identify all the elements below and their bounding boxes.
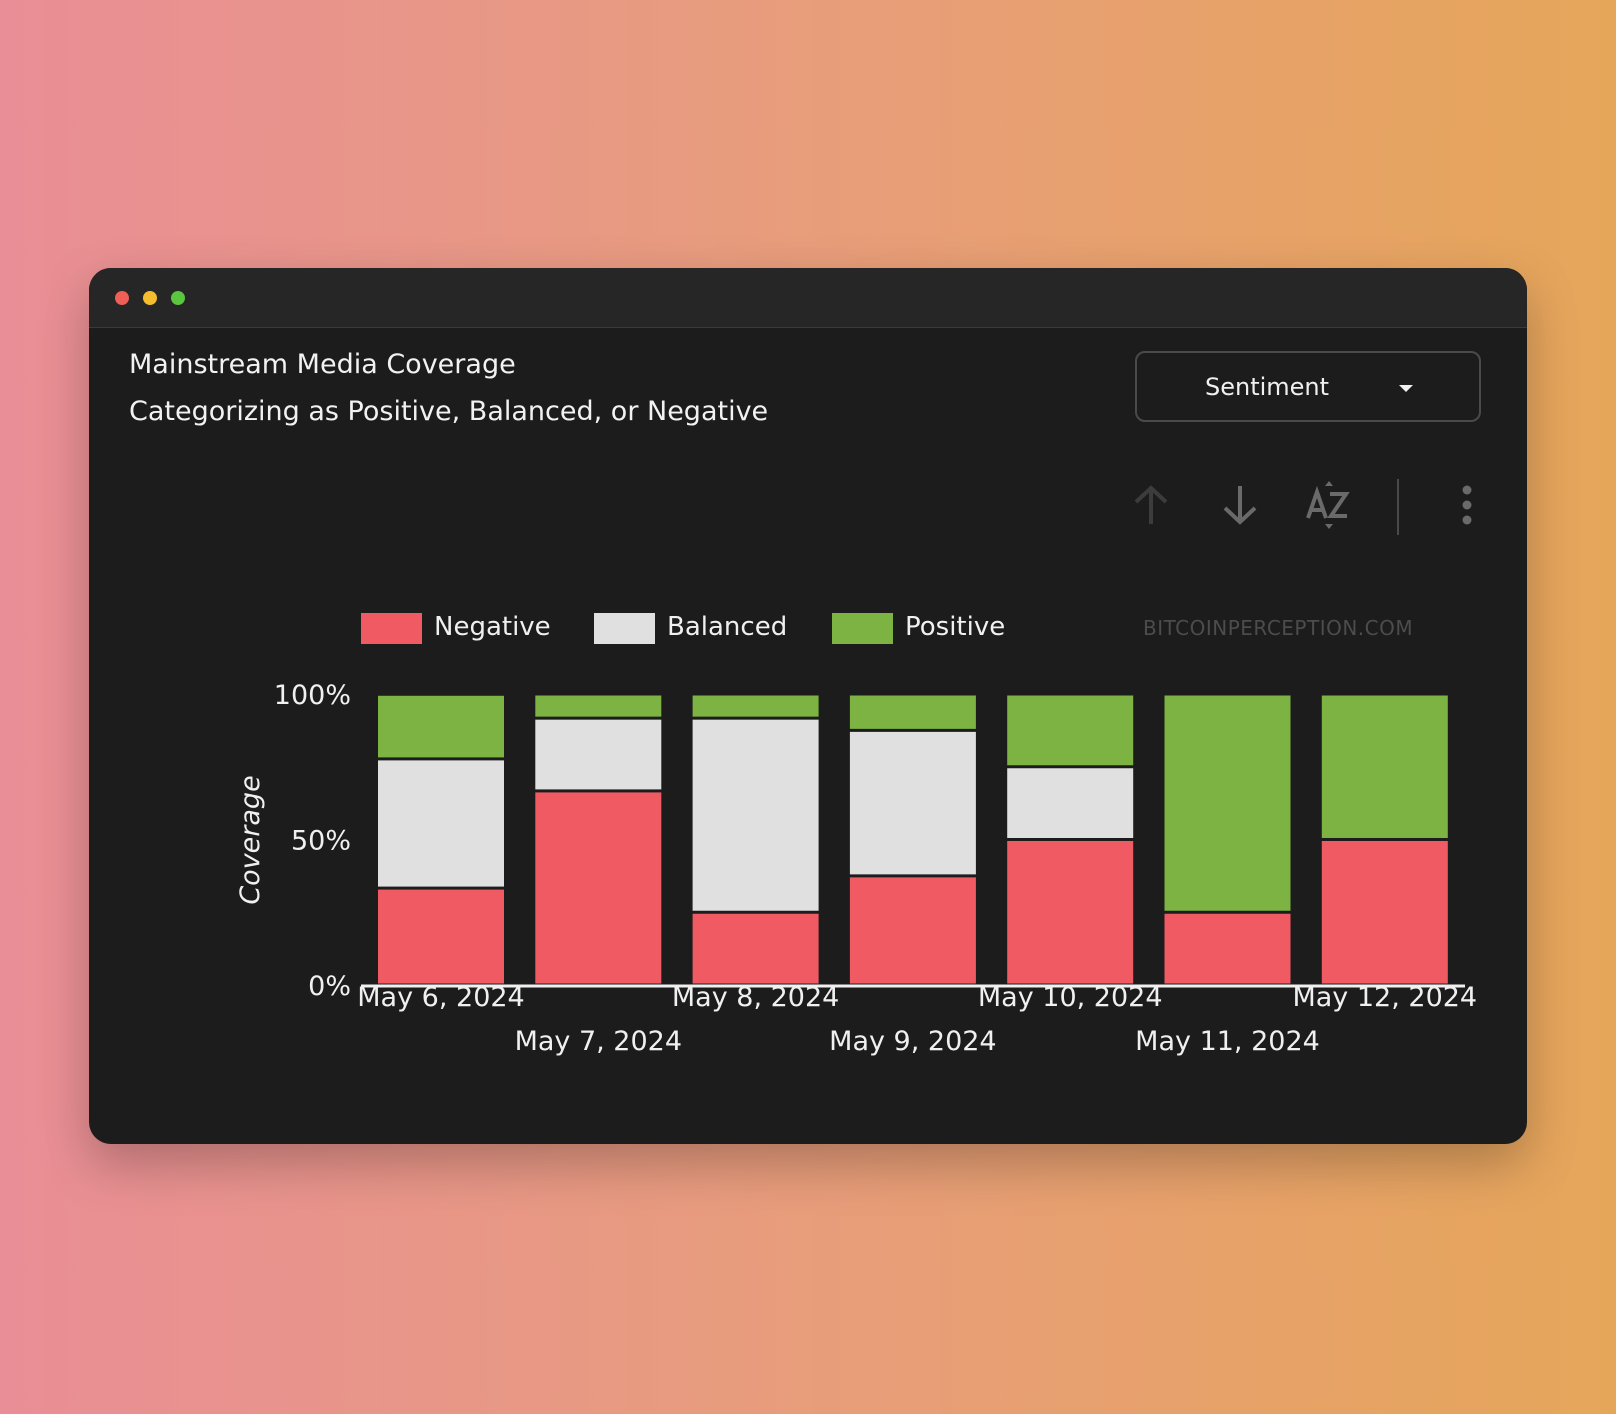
maximize-button[interactable] bbox=[171, 291, 185, 305]
bar-segment-positive bbox=[535, 695, 662, 717]
legend-label-negative: Negative bbox=[434, 612, 551, 642]
bar-segment-negative bbox=[849, 877, 976, 984]
bar-segment-positive bbox=[1164, 695, 1291, 911]
bar-segment-balanced bbox=[378, 760, 504, 887]
legend-swatch-positive bbox=[832, 613, 893, 644]
dropdown-value: Sentiment bbox=[1205, 373, 1330, 401]
caret-down-icon bbox=[1399, 385, 1413, 392]
x-tick-label: May 12, 2024 bbox=[1292, 982, 1477, 1013]
x-tick-label: May 6, 2024 bbox=[357, 982, 524, 1013]
x-tick-label: May 8, 2024 bbox=[672, 982, 839, 1013]
watermark: BITCOINPERCEPTION.COM bbox=[1143, 616, 1414, 640]
bar-segment-balanced bbox=[692, 719, 819, 911]
bar-segment-negative bbox=[1007, 841, 1134, 984]
bar-segment-negative bbox=[1321, 841, 1448, 984]
chart-subtitle: Categorizing as Positive, Balanced, or N… bbox=[129, 396, 769, 427]
minimize-button[interactable] bbox=[143, 291, 157, 305]
bar-segment-balanced bbox=[849, 731, 976, 875]
x-tick-label: May 11, 2024 bbox=[1135, 1026, 1320, 1057]
chart-title: Mainstream Media Coverage bbox=[129, 349, 516, 380]
bar-segment-negative bbox=[692, 913, 819, 984]
bar-segment-positive bbox=[378, 695, 504, 758]
bar-segment-positive bbox=[1007, 695, 1134, 766]
title-bar bbox=[89, 268, 1527, 328]
sort-az-icon[interactable] bbox=[1304, 480, 1354, 530]
arrow-up-icon[interactable] bbox=[1126, 480, 1176, 530]
legend-swatch-balanced bbox=[594, 613, 655, 644]
toolbar-divider bbox=[1397, 479, 1399, 535]
more-vertical-icon[interactable] bbox=[1442, 480, 1492, 530]
y-tick-label: 50% bbox=[291, 826, 351, 857]
bar-segment-positive bbox=[692, 695, 819, 717]
legend-label-balanced: Balanced bbox=[667, 612, 788, 642]
app-window: Mainstream Media Coverage Categorizing a… bbox=[89, 268, 1527, 1144]
x-tick-label: May 9, 2024 bbox=[829, 1026, 996, 1057]
y-tick-label: 0% bbox=[308, 971, 351, 1002]
bar-segment-balanced bbox=[535, 719, 662, 790]
metric-dropdown[interactable]: Sentiment bbox=[1135, 351, 1481, 422]
bar-segment-negative bbox=[535, 792, 662, 984]
x-tick-label: May 7, 2024 bbox=[515, 1026, 682, 1057]
bar-segment-balanced bbox=[1007, 768, 1134, 838]
y-axis-title: Coverage bbox=[235, 775, 266, 904]
y-tick-label: 100% bbox=[274, 680, 351, 711]
bar-segment-positive bbox=[849, 695, 976, 729]
bar-segment-positive bbox=[1321, 695, 1448, 838]
bar-segment-negative bbox=[378, 889, 504, 984]
arrow-down-icon[interactable] bbox=[1215, 480, 1265, 530]
legend-swatch-negative bbox=[361, 613, 422, 644]
close-button[interactable] bbox=[115, 291, 129, 305]
bar-segment-negative bbox=[1164, 913, 1291, 984]
x-tick-label: May 10, 2024 bbox=[978, 982, 1163, 1013]
legend-label-positive: Positive bbox=[905, 612, 1006, 642]
